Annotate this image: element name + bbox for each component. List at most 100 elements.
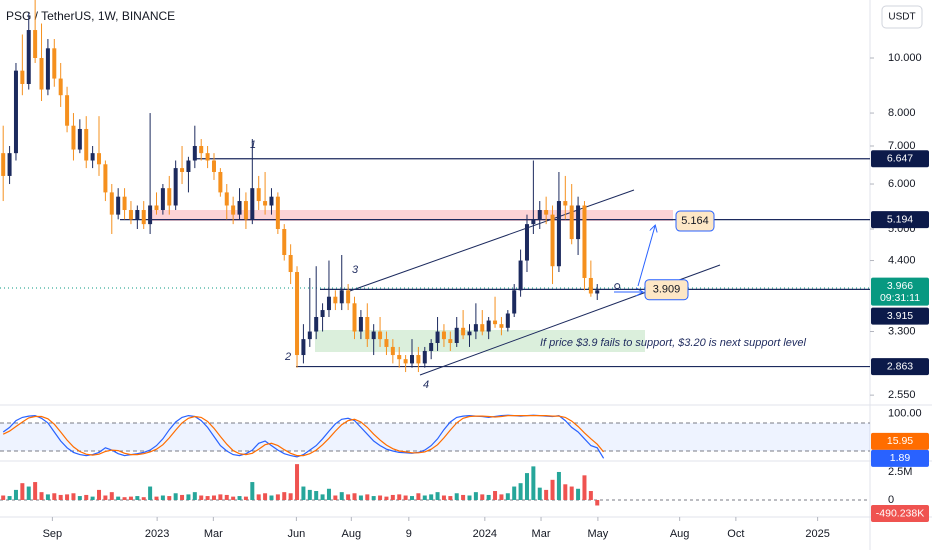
candle-body	[493, 320, 498, 325]
volume-bar	[505, 493, 510, 500]
candle-body	[358, 317, 363, 332]
candle-body	[52, 48, 57, 79]
volume-bar	[486, 494, 491, 500]
candle-body	[173, 168, 178, 206]
volume-bar	[410, 496, 415, 500]
level-tag: 2.863	[887, 360, 913, 372]
volume-bar	[371, 496, 376, 500]
candle-body	[461, 327, 466, 336]
volume-bar	[154, 496, 159, 500]
candle-body	[218, 171, 223, 193]
volume-bar	[128, 496, 133, 500]
currency-label[interactable]: USDT	[888, 12, 915, 23]
callout-label: 5.164	[681, 215, 709, 227]
candle-body	[180, 168, 185, 172]
candle-body	[237, 201, 242, 215]
y-tick-label: 4.400	[888, 254, 916, 266]
volume-bar	[365, 494, 370, 500]
candle-body	[320, 310, 325, 318]
candle-body	[116, 196, 121, 215]
candle-body	[512, 290, 517, 314]
candle-body	[7, 153, 12, 176]
volume-bar	[116, 496, 121, 500]
countdown: 09:31:11	[880, 292, 920, 304]
stoch-band	[440, 423, 870, 451]
volume-bar	[148, 486, 153, 500]
candle-body	[250, 188, 255, 220]
volume-bar	[192, 492, 197, 500]
candle-body	[122, 196, 127, 211]
candle-body	[537, 210, 542, 220]
current-marker	[614, 283, 621, 290]
volume-bar	[263, 493, 268, 500]
resistance-zone	[150, 210, 673, 221]
callout-label: 3.909	[653, 284, 681, 296]
wave-label: 2	[284, 351, 291, 363]
candle-body	[77, 128, 82, 150]
volume-bar	[218, 494, 223, 500]
volume-tag-bg	[871, 504, 929, 522]
volume-bar	[167, 496, 172, 500]
volume-bar	[84, 494, 89, 500]
candle-body	[454, 327, 459, 343]
candle-body	[45, 48, 50, 90]
candle-body	[441, 331, 446, 340]
candle-body	[224, 192, 229, 206]
volume-bar	[135, 496, 140, 500]
candle-body	[295, 272, 300, 356]
volume-bar	[26, 486, 31, 500]
volume-bar	[39, 492, 44, 500]
candle-body	[563, 201, 568, 206]
volume-bar	[512, 486, 517, 500]
volume-bar	[256, 494, 261, 500]
volume-bar	[243, 496, 248, 500]
level-tag-bg	[871, 211, 929, 229]
x-tick-label: Sep	[43, 528, 63, 540]
candle-body	[339, 290, 344, 304]
volume-bar	[307, 489, 312, 500]
candle-body	[13, 70, 18, 154]
currency-button[interactable]	[881, 5, 923, 29]
volume-bar	[109, 492, 114, 500]
candle-body	[371, 331, 376, 340]
volume-bar	[346, 494, 351, 500]
candle-body	[275, 196, 280, 230]
volume-bar	[45, 494, 50, 500]
candle-body	[288, 254, 293, 273]
volume-bar	[7, 496, 12, 500]
candle-body	[154, 205, 159, 211]
candle-body	[58, 78, 63, 96]
volume-bar	[314, 491, 319, 500]
callout-box	[644, 279, 689, 301]
y-tick-label: 6.000	[888, 178, 916, 190]
candle-body	[301, 339, 306, 356]
volume-bar	[237, 496, 242, 500]
level-tag: 5.194	[887, 213, 913, 225]
volume-bar	[13, 489, 18, 500]
candle-body	[435, 331, 440, 343]
candle-body	[569, 205, 574, 240]
candle-body	[186, 160, 191, 172]
volume-bar	[180, 494, 185, 500]
volume-bar	[550, 479, 555, 500]
y-tick-label: 3.300	[888, 325, 916, 337]
volume-bar	[71, 493, 76, 500]
candle-body	[141, 210, 146, 225]
x-tick-label: Jun	[288, 528, 306, 540]
x-tick-label: 2023	[145, 528, 169, 540]
volume-bar	[531, 466, 536, 500]
volume-bar	[326, 488, 331, 500]
candle-body	[282, 229, 287, 255]
x-tick-label: 2024	[473, 528, 497, 540]
candle-body	[1, 153, 6, 176]
volume-bar	[397, 494, 402, 500]
x-tick-label: Oct	[727, 528, 744, 540]
candle-body	[544, 210, 549, 215]
candle-body	[556, 201, 561, 267]
volume-bar	[518, 483, 523, 500]
volume-bar	[1, 495, 6, 500]
volume-bar	[454, 493, 459, 500]
volume-bar	[33, 482, 38, 500]
volume-bar	[77, 496, 82, 500]
candle-body	[346, 290, 351, 304]
